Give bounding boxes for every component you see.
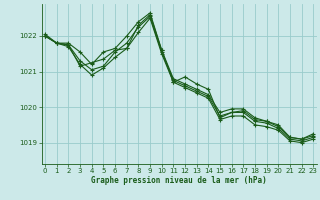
X-axis label: Graphe pression niveau de la mer (hPa): Graphe pression niveau de la mer (hPa) — [91, 176, 267, 185]
